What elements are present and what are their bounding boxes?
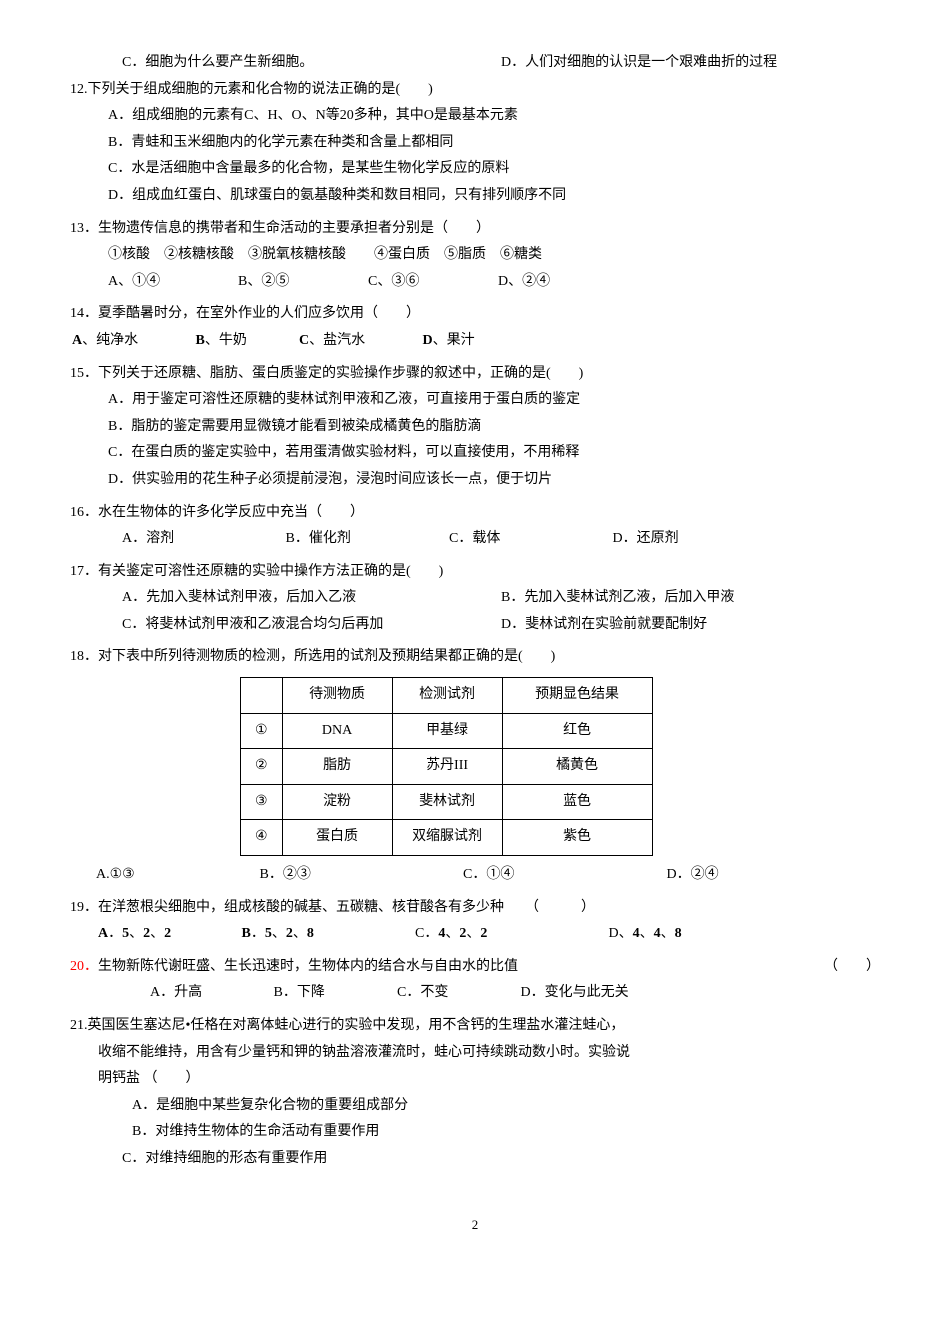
q18-h2: 检测试剂 bbox=[392, 678, 502, 714]
q13-opt-d: D、②④ bbox=[498, 269, 550, 296]
table-row: ② 脂肪 苏丹III 橘黄色 bbox=[241, 749, 653, 785]
question-17: 17．有关鉴定可溶性还原糖的实验中操作方法正确的是( ) A．先加入斐林试剂甲液… bbox=[70, 559, 880, 639]
table-header-row: 待测物质 检测试剂 预期显色结果 bbox=[241, 678, 653, 714]
q18-h1: 待测物质 bbox=[282, 678, 392, 714]
q21-opt-b: B．对维持生物体的生命活动有重要作用 bbox=[70, 1119, 880, 1146]
q12-opt-d: D．组成血红蛋白、肌球蛋白的氨基酸种类和数目相同，只有排列顺序不同 bbox=[70, 183, 880, 210]
q20-opt-a: A．升高 bbox=[150, 980, 270, 1007]
question-14: 14．夏季酷暑时分，在室外作业的人们应多饮用（ ） A、纯净水 B、牛奶 C、盐… bbox=[70, 301, 880, 354]
q21-line1: 21.英国医生塞达尼•任格在对离体蛙心进行的实验中发现，用不含钙的生理盐水灌注蛙… bbox=[70, 1013, 880, 1040]
q16-opt-c: C．载体 bbox=[449, 526, 609, 553]
q13-opt-b: B、②⑤ bbox=[238, 269, 368, 296]
q20-opt-c: C．不变 bbox=[397, 980, 517, 1007]
q17-options-ab: A．先加入斐林试剂甲液，后加入乙液 B．先加入斐林试剂乙液，后加入甲液 bbox=[70, 585, 880, 612]
q12-stem: 12.下列关于组成细胞的元素和化合物的说法正确的是( ) bbox=[70, 77, 880, 104]
q14-options: A、纯净水 B、牛奶 C、盐汽水 D、果汁 bbox=[70, 328, 880, 355]
table-row: ③ 淀粉 斐林试剂 蓝色 bbox=[241, 784, 653, 820]
q17-opt-c: C．将斐林试剂甲液和乙液混合均匀后再加 bbox=[122, 612, 501, 639]
q20-num: 20． bbox=[70, 959, 98, 974]
q18-table: 待测物质 检测试剂 预期显色结果 ① DNA 甲基绿 红色 ② 脂肪 苏丹III… bbox=[240, 677, 653, 856]
q13-opt-c: C、③⑥ bbox=[368, 269, 498, 296]
q19-stem: 19．在洋葱根尖细胞中，组成核酸的碱基、五碳糖、核苷酸各有多少种 （ ） bbox=[70, 895, 880, 922]
q17-options-cd: C．将斐林试剂甲液和乙液混合均匀后再加 D．斐林试剂在实验前就要配制好 bbox=[70, 612, 880, 639]
q20-stem-line: 20．生物新陈代谢旺盛、生长迅速时，生物体内的结合水与自由水的比值 （ ） bbox=[70, 954, 880, 981]
q16-opt-a: A．溶剂 bbox=[122, 526, 282, 553]
question-19: 19．在洋葱根尖细胞中，组成核酸的碱基、五碳糖、核苷酸各有多少种 （ ） A．5… bbox=[70, 895, 880, 948]
q12-opt-a: A．组成细胞的元素有C、H、O、N等20多种，其中O是最基本元素 bbox=[70, 103, 880, 130]
question-18: 18．对下表中所列待测物质的检测，所选用的试剂及预期结果都正确的是( ) 待测物… bbox=[70, 644, 880, 888]
q15-opt-a: A．用于鉴定可溶性还原糖的斐林试剂甲液和乙液，可直接用于蛋白质的鉴定 bbox=[70, 387, 880, 414]
q17-opt-a: A．先加入斐林试剂甲液，后加入乙液 bbox=[122, 585, 501, 612]
q19-options: A．5、2、2 B．5、2、8 C．4、2、2 D、4、4、8 bbox=[70, 921, 880, 948]
q13-sub: ①核酸 ②核糖核酸 ③脱氧核糖核酸 ④蛋白质 ⑤脂质 ⑥糖类 bbox=[70, 242, 880, 269]
q20-opt-d: D．变化与此无关 bbox=[521, 980, 629, 1007]
q13-opt-a: A、①④ bbox=[108, 269, 238, 296]
q17-opt-d: D．斐林试剂在实验前就要配制好 bbox=[501, 612, 880, 639]
q16-opt-d: D．还原剂 bbox=[613, 526, 679, 553]
q13-stem: 13．生物遗传信息的携带者和生命活动的主要承担者分别是（ ） bbox=[70, 216, 880, 243]
q15-opt-b: B．脂肪的鉴定需要用显微镜才能看到被染成橘黄色的脂肪滴 bbox=[70, 414, 880, 441]
q18-h3: 预期显色结果 bbox=[502, 678, 652, 714]
q21-opt-c: C．对维持细胞的形态有重要作用 bbox=[70, 1146, 880, 1173]
q18-opt-b: B．②③ bbox=[260, 862, 460, 889]
question-21: 21.英国医生塞达尼•任格在对离体蛙心进行的实验中发现，用不含钙的生理盐水灌注蛙… bbox=[70, 1013, 880, 1173]
q11-options-cd: C．细胞为什么要产生新细胞。 D．人们对细胞的认识是一个艰难曲折的过程 bbox=[70, 50, 880, 77]
q15-opt-c: C．在蛋白质的鉴定实验中，若用蛋清做实验材料，可以直接使用，不用稀释 bbox=[70, 440, 880, 467]
q11-opt-c: C．细胞为什么要产生新细胞。 bbox=[122, 55, 313, 70]
q21-opt-a: A．是细胞中某些复杂化合物的重要组成部分 bbox=[70, 1093, 880, 1120]
q16-stem: 16．水在生物体的许多化学反应中充当（ ） bbox=[70, 500, 880, 527]
question-15: 15．下列关于还原糖、脂肪、蛋白质鉴定的实验操作步骤的叙述中，正确的是( ) A… bbox=[70, 361, 880, 494]
question-13: 13．生物遗传信息的携带者和生命活动的主要承担者分别是（ ） ①核酸 ②核糖核酸… bbox=[70, 216, 880, 296]
q16-opt-b: B．催化剂 bbox=[286, 526, 446, 553]
question-12: 12.下列关于组成细胞的元素和化合物的说法正确的是( ) A．组成细胞的元素有C… bbox=[70, 77, 880, 210]
q18-options: A.①③ B．②③ C．①④ D．②④ bbox=[70, 862, 880, 889]
q17-stem: 17．有关鉴定可溶性还原糖的实验中操作方法正确的是( ) bbox=[70, 559, 880, 586]
q15-opt-d: D．供实验用的花生种子必须提前浸泡，浸泡时间应该长一点，便于切片 bbox=[70, 467, 880, 494]
table-row: ① DNA 甲基绿 红色 bbox=[241, 713, 653, 749]
q18-opt-c: C．①④ bbox=[463, 862, 663, 889]
q13-options: A、①④ B、②⑤ C、③⑥ D、②④ bbox=[70, 269, 880, 296]
q18-h0 bbox=[241, 678, 283, 714]
q16-options: A．溶剂 B．催化剂 C．载体 D．还原剂 bbox=[70, 526, 880, 553]
q18-table-wrapper: 待测物质 检测试剂 预期显色结果 ① DNA 甲基绿 红色 ② 脂肪 苏丹III… bbox=[70, 677, 880, 856]
table-row: ④ 蛋白质 双缩脲试剂 紫色 bbox=[241, 820, 653, 856]
q21-line2: 收缩不能维持，用含有少量钙和钾的钠盐溶液灌流时，蛙心可持续跳动数小时。实验说 bbox=[70, 1040, 880, 1067]
q12-opt-c: C．水是活细胞中含量最多的化合物，是某些生物化学反应的原料 bbox=[70, 156, 880, 183]
q21-line3: 明钙盐 （ ） bbox=[70, 1066, 880, 1093]
question-16: 16．水在生物体的许多化学反应中充当（ ） A．溶剂 B．催化剂 C．载体 D．… bbox=[70, 500, 880, 553]
q20-options: A．升高 B．下降 C．不变 D．变化与此无关 bbox=[70, 980, 880, 1007]
q15-stem: 15．下列关于还原糖、脂肪、蛋白质鉴定的实验操作步骤的叙述中，正确的是( ) bbox=[70, 361, 880, 388]
q18-opt-d: D．②④ bbox=[667, 862, 719, 889]
q14-stem: 14．夏季酷暑时分，在室外作业的人们应多饮用（ ） bbox=[70, 301, 880, 328]
q18-stem: 18．对下表中所列待测物质的检测，所选用的试剂及预期结果都正确的是( ) bbox=[70, 644, 880, 671]
q12-opt-b: B．青蛙和玉米细胞内的化学元素在种类和含量上都相同 bbox=[70, 130, 880, 157]
q20-paren: （ ） bbox=[824, 954, 880, 981]
q18-opt-a: A.①③ bbox=[96, 862, 256, 889]
question-20: 20．生物新陈代谢旺盛、生长迅速时，生物体内的结合水与自由水的比值 （ ） A．升… bbox=[70, 954, 880, 1007]
q11-opt-d: D．人们对细胞的认识是一个艰难曲折的过程 bbox=[501, 55, 777, 70]
page-number: 2 bbox=[70, 1213, 880, 1238]
q20-stem: 生物新陈代谢旺盛、生长迅速时，生物体内的结合水与自由水的比值 bbox=[98, 959, 518, 974]
q20-opt-b: B．下降 bbox=[274, 980, 394, 1007]
q17-opt-b: B．先加入斐林试剂乙液，后加入甲液 bbox=[501, 585, 880, 612]
